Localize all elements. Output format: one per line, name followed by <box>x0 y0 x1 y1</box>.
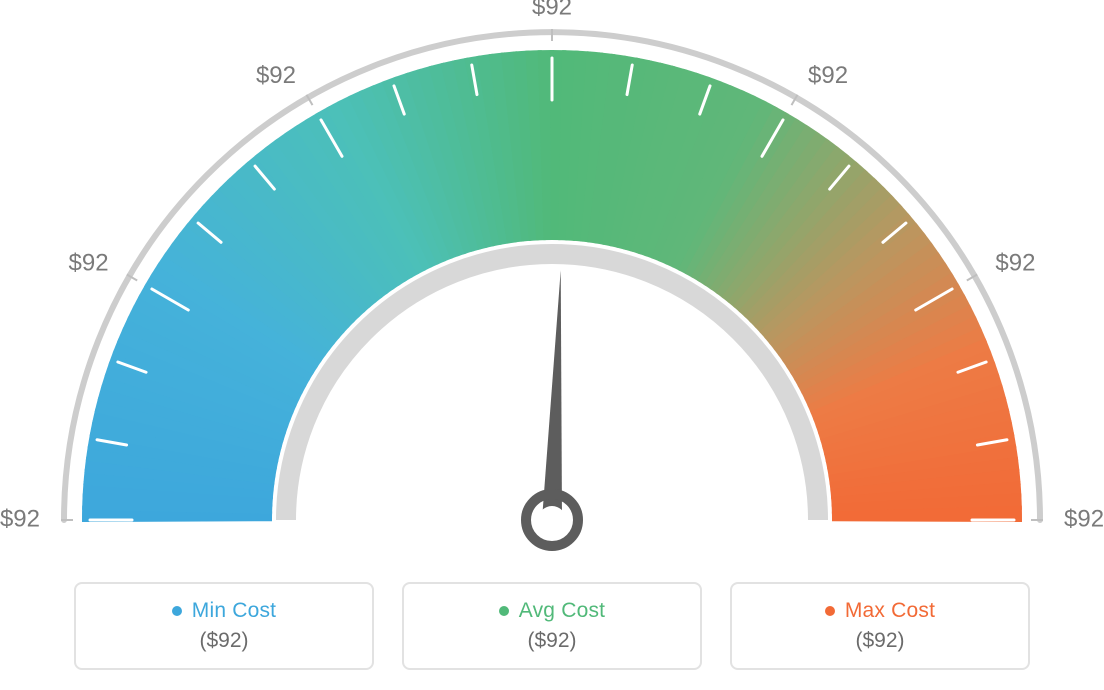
legend-label-avg: Avg Cost <box>519 599 605 623</box>
svg-text:$92: $92 <box>69 249 109 276</box>
legend-card-max: Max Cost ($92) <box>730 582 1030 670</box>
svg-text:$92: $92 <box>1064 505 1104 532</box>
gauge-needle <box>542 270 562 520</box>
gauge-area: $92 $92 $92 $92 $92 $92 $92 <box>0 0 1104 570</box>
svg-text:$92: $92 <box>0 505 40 532</box>
legend-card-avg: Avg Cost ($92) <box>402 582 702 670</box>
gauge-needle-hub <box>538 506 566 534</box>
gauge-svg: $92 $92 $92 $92 $92 $92 $92 <box>0 0 1104 570</box>
svg-text:$92: $92 <box>995 249 1035 276</box>
legend-value-min: ($92) <box>199 629 248 653</box>
legend-top-min: Min Cost <box>172 599 276 623</box>
legend-top-avg: Avg Cost <box>499 599 605 623</box>
legend-label-min: Min Cost <box>192 599 276 623</box>
svg-text:$92: $92 <box>808 62 848 89</box>
legend-label-max: Max Cost <box>845 599 935 623</box>
legend-dot-min <box>172 606 182 616</box>
legend-dot-max <box>825 606 835 616</box>
gauge-chart-container: $92 $92 $92 $92 $92 $92 $92 Min Cost ($92) Avg… <box>0 0 1104 690</box>
svg-text:$92: $92 <box>532 0 572 20</box>
svg-text:$92: $92 <box>256 62 296 89</box>
legend-value-max: ($92) <box>855 629 904 653</box>
legend-row: Min Cost ($92) Avg Cost ($92) Max Cost (… <box>0 582 1104 670</box>
legend-card-min: Min Cost ($92) <box>74 582 374 670</box>
legend-value-avg: ($92) <box>527 629 576 653</box>
legend-dot-avg <box>499 606 509 616</box>
legend-top-max: Max Cost <box>825 599 935 623</box>
